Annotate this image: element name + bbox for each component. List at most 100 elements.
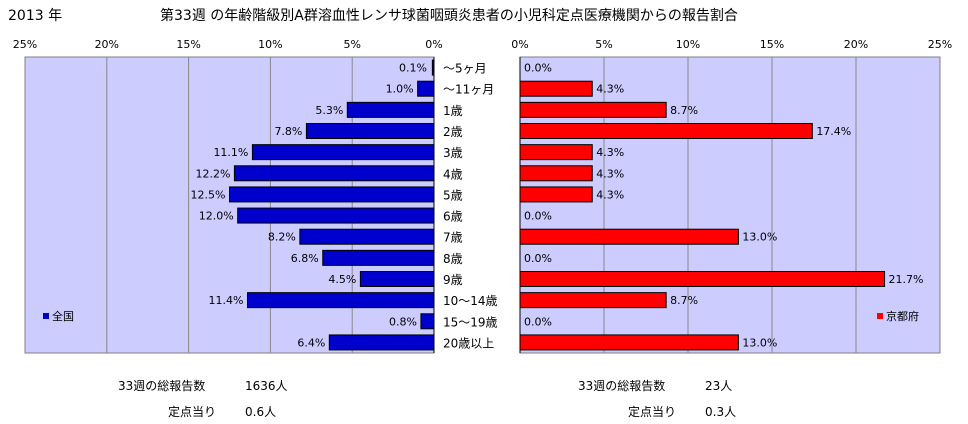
data-label-left: 4.5% [328,273,356,286]
data-label-right: 8.7% [670,104,698,117]
category-label: 4歳 [443,167,463,181]
legend-swatch-kyoto [877,313,883,319]
tick-label-left: 25% [13,38,37,51]
tick-label-right: 5% [595,38,612,51]
data-label-left: 1.0% [386,83,414,96]
bar-right [519,165,593,182]
bar-right [519,186,593,203]
tick-label-right: 15% [760,38,784,51]
tick-label-left: 0% [425,38,442,51]
category-label: 8歳 [443,252,463,266]
legend-national: 全国 [43,309,74,323]
bar-left [237,207,435,224]
data-label-left: 6.8% [291,252,319,265]
category-label: 9歳 [443,273,463,287]
bar-right [519,271,886,287]
data-label-right: 21.7% [889,273,924,286]
tick-label-right: 20% [844,38,868,51]
summary-national-per-value: 0.6人 [245,405,277,419]
legend-label-national: 全国 [52,309,74,323]
bar-right [519,334,739,351]
category-label: 7歳 [443,231,463,245]
data-label-left: 12.2% [195,167,230,180]
data-label-left: 12.0% [199,210,234,223]
bar-right [519,123,813,139]
tick-label-right: 10% [676,38,700,51]
tick-label-right: 25% [928,38,952,51]
legend-label-kyoto: 京都府 [886,309,919,323]
category-label: 15～19歳 [443,315,498,329]
bar-right [519,101,667,118]
data-label-left: 8.2% [268,231,296,244]
bar-left [417,80,435,97]
category-label: 5歳 [443,188,463,202]
bar-left [233,165,435,182]
data-label-left: 12.5% [191,188,226,201]
summary-kyoto-total-label: 33週の総報告数 [578,379,666,393]
data-label-left: 7.8% [274,125,302,138]
summary-national-total-value: 1636人 [245,379,288,393]
bar-left [420,313,435,330]
category-label: 10～14歳 [443,294,498,308]
plot-area-right [519,56,941,354]
bar-left [328,334,435,351]
bar-left [251,144,435,161]
bar-left [229,186,435,203]
data-label-right: 4.3% [596,167,624,180]
data-label-left: 11.1% [213,146,248,159]
data-label-right: 8.7% [670,294,698,307]
data-label-right: 13.0% [742,231,777,244]
summary-kyoto-per-value: 0.3人 [705,405,737,419]
data-label-right: 17.4% [816,125,851,138]
summary-kyoto-total-value: 23人 [705,379,733,393]
data-label-left: 0.8% [389,315,417,328]
category-label: 2歳 [443,125,463,139]
data-label-right: 4.3% [596,188,624,201]
bar-right [519,292,667,309]
bar-left [431,59,435,76]
data-label-right: 4.3% [596,83,624,96]
year-label: 2013 年 [8,8,62,24]
legend-swatch-national [43,313,49,319]
summary-kyoto-per-label: 定点当り [628,405,677,419]
tick-label-left: 20% [95,38,119,51]
tick-label-right: 0% [511,38,528,51]
bar-left [246,292,435,309]
bar-right [519,80,593,97]
data-label-left: 5.3% [315,104,343,117]
summary-national-per-label: 定点当り [168,405,217,419]
data-label-right: 0.0% [524,252,552,265]
data-label-right: 0.0% [524,210,552,223]
data-label-right: 13.0% [742,336,777,349]
chart-title: 第33週 の年齢階級別A群溶血性レンサ球菌咽頭炎患者の小児科定点医療機関からの報… [160,7,738,24]
tick-label-left: 5% [343,38,360,51]
right-panel: 0% 5% 10% 15% 20% 25% 0.0% 4.3% 8.7% 17.4% 4.3% 4.3… [511,38,952,354]
bar-right [519,228,739,245]
data-label-right: 0.0% [524,62,552,75]
tick-label-left: 10% [258,38,282,51]
bar-left [299,228,435,245]
summary-national-total-label: 33週の総報告数 [118,379,206,393]
legend-kyoto: 京都府 [877,309,919,323]
bar-left [359,271,435,287]
category-label: ～5ヶ月 [443,62,487,76]
data-label-right: 0.0% [524,315,552,328]
data-label-left: 0.1% [399,62,427,75]
category-label: 6歳 [443,210,463,224]
category-label: 3歳 [443,146,463,160]
tick-label-left: 15% [176,38,200,51]
plot-area-left [24,56,435,354]
data-label-left: 11.4% [209,294,244,307]
data-label-left: 6.4% [297,336,325,349]
bar-left [322,249,435,266]
left-panel: 0% 5% 10% 15% 20% 25% 0.1% 1.0% 5.3% 7.8% 11.1% 12.… [13,38,443,354]
category-label: 1歳 [443,104,463,118]
category-label: ～11ヶ月 [443,83,494,97]
data-label-right: 4.3% [596,146,624,159]
bar-left [305,123,435,139]
bar-left [346,101,435,118]
category-label: 20歳以上 [443,336,494,350]
category-labels: ～5ヶ月 ～11ヶ月 1歳 2歳 3歳 4歳 5歳 6歳 7歳 8歳 9歳 10～14歳 15～19歳 2… [443,62,498,351]
bar-right [519,144,593,161]
